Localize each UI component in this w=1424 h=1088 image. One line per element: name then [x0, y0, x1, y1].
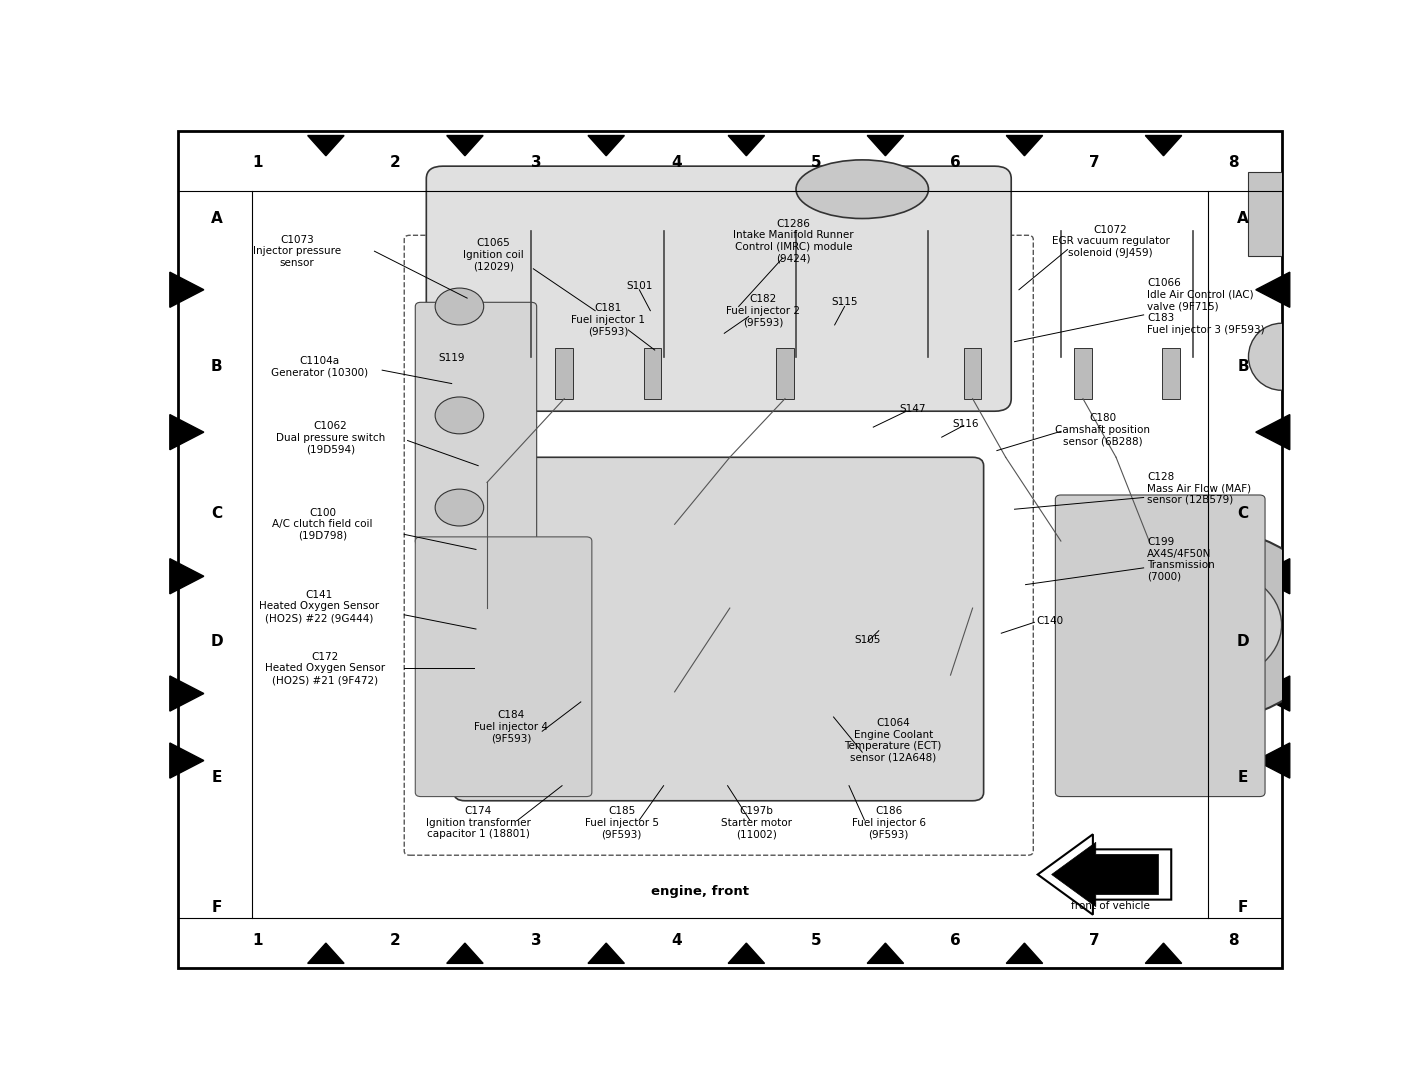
Polygon shape	[867, 136, 904, 156]
Text: C180
Camshaft position
sensor (6B288): C180 Camshaft position sensor (6B288)	[1055, 413, 1151, 446]
Text: A: A	[211, 211, 222, 226]
Polygon shape	[169, 272, 204, 307]
Text: 8: 8	[1227, 934, 1239, 948]
Text: D: D	[211, 634, 224, 650]
Text: 6: 6	[950, 934, 960, 948]
Bar	[252, 190, 1208, 918]
Text: 2: 2	[390, 154, 400, 170]
Polygon shape	[1256, 558, 1290, 594]
Polygon shape	[169, 676, 204, 712]
Text: F: F	[1237, 900, 1249, 915]
Text: D: D	[1236, 634, 1249, 650]
Text: S101: S101	[627, 281, 652, 290]
Polygon shape	[447, 943, 483, 963]
Text: 1: 1	[252, 934, 262, 948]
Polygon shape	[1145, 943, 1182, 963]
Text: C1072
EGR vacuum regulator
solenoid (9J459): C1072 EGR vacuum regulator solenoid (9J4…	[1051, 224, 1169, 258]
FancyBboxPatch shape	[416, 302, 537, 545]
Text: C141
Heated Oxygen Sensor
(HO2S) #22 (9G444): C141 Heated Oxygen Sensor (HO2S) #22 (9G…	[259, 590, 379, 623]
Text: 1: 1	[252, 154, 262, 170]
Circle shape	[1176, 604, 1232, 646]
Text: 6: 6	[950, 154, 960, 170]
FancyBboxPatch shape	[454, 457, 984, 801]
Text: C1066
Idle Air Control (IAC)
valve (9F715)
C183
Fuel injector 3 (9F593): C1066 Idle Air Control (IAC) valve (9F71…	[1146, 279, 1265, 335]
Text: C1104a
Generator (10300): C1104a Generator (10300)	[271, 356, 367, 378]
Polygon shape	[728, 136, 765, 156]
Text: E: E	[1237, 770, 1249, 784]
FancyBboxPatch shape	[426, 166, 1011, 411]
Polygon shape	[867, 943, 904, 963]
Text: 7: 7	[1089, 154, 1099, 170]
Text: B: B	[211, 359, 222, 374]
Ellipse shape	[1249, 323, 1314, 391]
Polygon shape	[1052, 842, 1159, 906]
Text: C1062
Dual pressure switch
(19D594): C1062 Dual pressure switch (19D594)	[276, 421, 384, 455]
Text: C186
Fuel injector 6
(9F593): C186 Fuel injector 6 (9F593)	[852, 806, 926, 839]
Circle shape	[436, 397, 484, 434]
Text: front of vehicle: front of vehicle	[1071, 901, 1151, 912]
Polygon shape	[1007, 136, 1042, 156]
Polygon shape	[308, 943, 345, 963]
Text: C185
Fuel injector 5
(9F593): C185 Fuel injector 5 (9F593)	[585, 806, 659, 839]
Bar	[964, 348, 981, 398]
FancyBboxPatch shape	[1055, 495, 1265, 796]
Text: B: B	[1237, 359, 1249, 374]
Polygon shape	[1007, 943, 1042, 963]
Text: 5: 5	[810, 934, 822, 948]
Text: 3: 3	[531, 934, 543, 948]
Polygon shape	[169, 743, 204, 778]
Text: engine, front: engine, front	[651, 885, 749, 898]
Polygon shape	[1145, 136, 1182, 156]
Polygon shape	[1256, 676, 1290, 712]
Polygon shape	[1256, 743, 1290, 778]
Text: S116: S116	[953, 419, 980, 429]
Text: C199
AX4S/4F50N
Transmission
(7000): C199 AX4S/4F50N Transmission (7000)	[1146, 537, 1215, 582]
Text: S147: S147	[900, 404, 926, 413]
FancyBboxPatch shape	[416, 536, 592, 796]
Text: A: A	[1237, 211, 1249, 226]
Text: C100
A/C clutch field coil
(19D798): C100 A/C clutch field coil (19D798)	[272, 508, 373, 541]
Text: 3: 3	[531, 154, 543, 170]
Text: C174
Ignition transformer
capacitor 1 (18801): C174 Ignition transformer capacitor 1 (1…	[426, 806, 531, 839]
Text: S105: S105	[854, 635, 881, 645]
Text: 4: 4	[672, 934, 682, 948]
Text: C: C	[211, 506, 222, 521]
Polygon shape	[308, 136, 345, 156]
Text: 5: 5	[810, 154, 822, 170]
Bar	[1249, 172, 1304, 256]
Text: C1286
Intake Manifold Runner
Control (IMRC) module
(9424): C1286 Intake Manifold Runner Control (IM…	[733, 219, 854, 263]
Text: C181
Fuel injector 1
(9F593): C181 Fuel injector 1 (9F593)	[571, 304, 645, 336]
Text: C1064
Engine Coolant
Temperature (ECT)
sensor (12A648): C1064 Engine Coolant Temperature (ECT) s…	[844, 718, 941, 763]
Circle shape	[1078, 529, 1331, 721]
Bar	[1074, 348, 1092, 398]
Polygon shape	[728, 943, 765, 963]
Polygon shape	[1256, 415, 1290, 449]
Polygon shape	[169, 415, 204, 449]
Polygon shape	[588, 943, 624, 963]
Text: C197b
Starter motor
(11002): C197b Starter motor (11002)	[721, 806, 792, 839]
Text: C128
Mass Air Flow (MAF)
sensor (12B579): C128 Mass Air Flow (MAF) sensor (12B579)	[1146, 472, 1252, 505]
Text: C172
Heated Oxygen Sensor
(HO2S) #21 (9F472): C172 Heated Oxygen Sensor (HO2S) #21 (9F…	[265, 652, 384, 685]
Bar	[1162, 348, 1180, 398]
Bar	[644, 348, 661, 398]
Circle shape	[1128, 566, 1282, 683]
Bar	[776, 348, 793, 398]
Text: 7: 7	[1089, 934, 1099, 948]
Polygon shape	[1038, 834, 1172, 915]
Ellipse shape	[796, 160, 928, 219]
Text: 2: 2	[390, 934, 400, 948]
Text: S115: S115	[832, 297, 857, 307]
Text: 4: 4	[672, 154, 682, 170]
Text: S119: S119	[439, 354, 466, 363]
Text: C1065
Ignition coil
(12029): C1065 Ignition coil (12029)	[463, 238, 524, 271]
Text: 8: 8	[1227, 154, 1239, 170]
Text: F: F	[211, 900, 222, 915]
Bar	[555, 348, 572, 398]
Polygon shape	[169, 558, 204, 594]
Polygon shape	[447, 136, 483, 156]
Polygon shape	[588, 136, 624, 156]
Circle shape	[436, 288, 484, 325]
Circle shape	[436, 490, 484, 526]
Polygon shape	[1256, 272, 1290, 307]
Text: E: E	[211, 770, 222, 784]
